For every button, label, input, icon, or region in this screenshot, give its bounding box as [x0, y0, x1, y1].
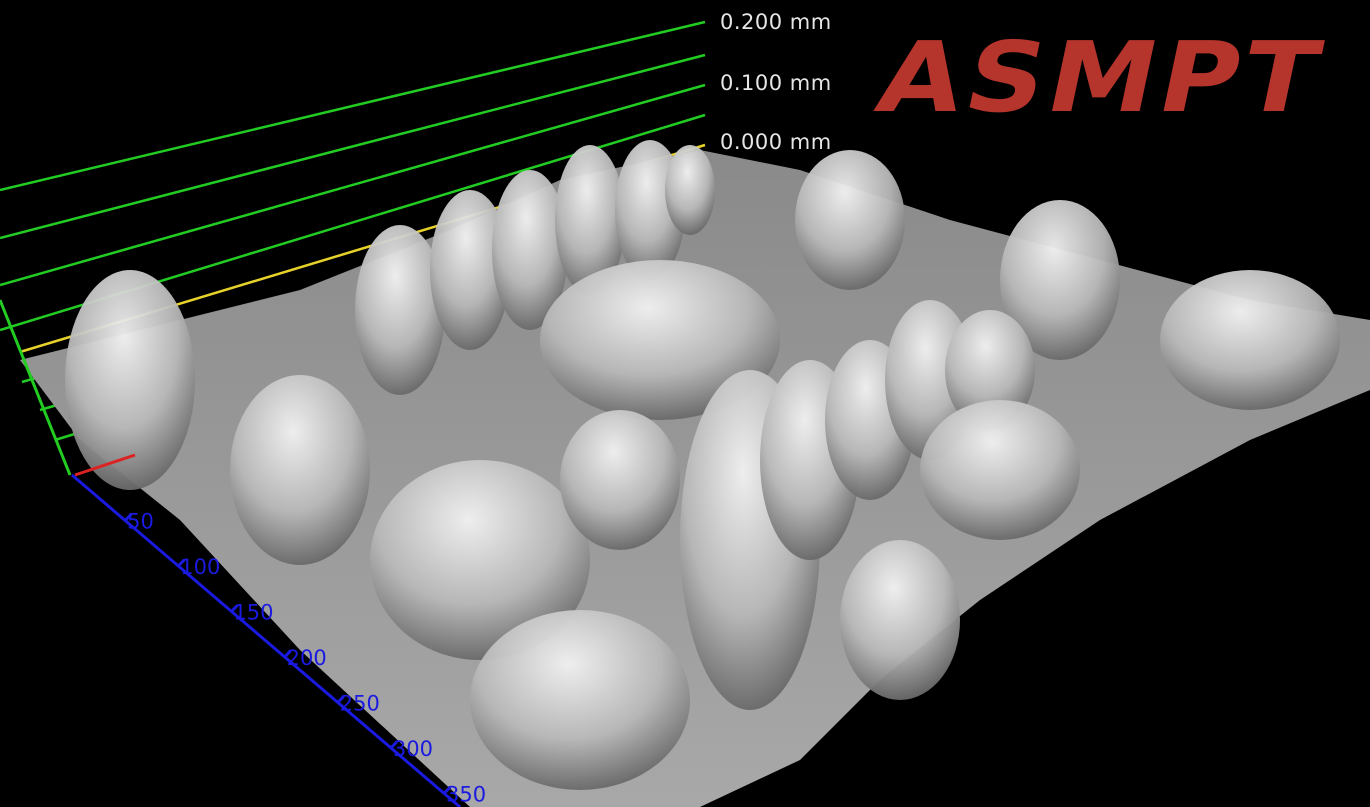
surface-peak — [840, 540, 960, 700]
surface-peak — [230, 375, 370, 565]
surface-peak — [795, 150, 905, 290]
z-grid-line — [0, 53, 706, 240]
x-axis-ticks: 50 100 150 200 250 300 350 — [124, 509, 486, 806]
x-tick — [177, 558, 186, 568]
x-tick-label: 200 — [287, 646, 327, 670]
z-tick-label: 0.200 mm — [720, 10, 832, 34]
surface-mesh — [20, 140, 1370, 807]
surface-peak — [560, 410, 680, 550]
axes — [0, 299, 461, 807]
x-tick — [230, 604, 239, 613]
x-tick-label: 50 — [127, 509, 154, 533]
asmpt-logo: ASMPT — [867, 21, 1334, 135]
x-tick — [442, 786, 452, 795]
surface-peak — [492, 170, 568, 330]
x-tick-label: 100 — [180, 555, 220, 579]
x-tick — [283, 649, 292, 658]
surface-peak — [1160, 270, 1340, 410]
z-tick-label: 0.000 mm — [720, 130, 832, 154]
x-tick-label: 250 — [340, 691, 380, 715]
surface-peak — [555, 145, 625, 295]
surface-peak — [470, 610, 690, 790]
x-tick — [389, 740, 398, 749]
z-grid-line — [0, 20, 706, 192]
x-tick-label: 150 — [233, 600, 273, 624]
z-grid-line — [0, 83, 706, 287]
x-tick-label: 350 — [446, 782, 486, 806]
x-axis-line — [71, 473, 461, 807]
x-tick — [336, 695, 345, 704]
surface-peak — [355, 225, 445, 395]
x-tick — [124, 513, 133, 522]
surface-peak — [65, 270, 195, 490]
surface-peak — [665, 145, 715, 235]
y-axis-line — [74, 453, 136, 477]
z-tick-label: 0.100 mm — [720, 71, 832, 95]
surface-peak — [370, 460, 590, 660]
surface-peak — [540, 260, 780, 420]
z-axis-line — [0, 299, 72, 476]
surface-peak — [920, 400, 1080, 540]
surface-peak — [430, 190, 510, 350]
surface-peak — [945, 310, 1035, 430]
x-tick-label: 300 — [393, 737, 433, 761]
surface-peak — [1000, 200, 1120, 360]
